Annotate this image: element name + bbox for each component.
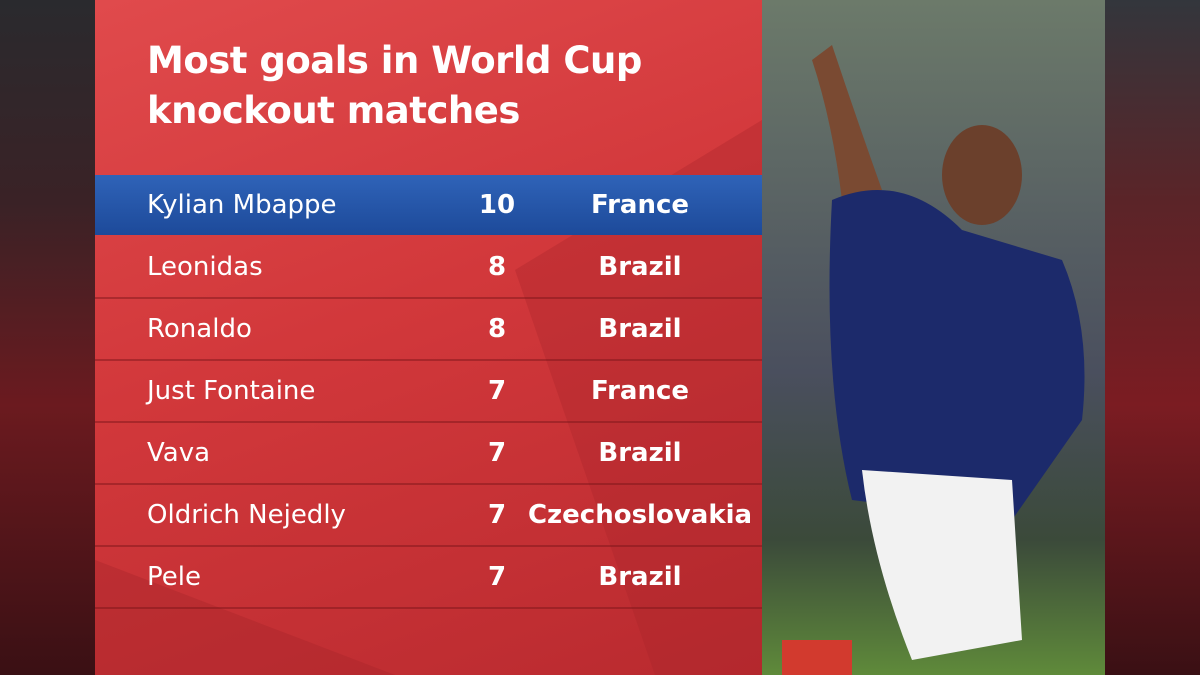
title: Most goals in World Cup knockout matches <box>147 39 642 132</box>
table-row: Ronaldo 8 Brazil <box>95 299 762 361</box>
player-name: Leonidas <box>147 252 263 282</box>
goals: 8 <box>487 252 507 282</box>
stats-panel: Most goals in World Cup knockout matches… <box>95 0 762 675</box>
player-photo <box>762 0 1105 675</box>
country: Brazil <box>598 562 682 592</box>
country: France <box>590 376 690 406</box>
player-name: Pele <box>147 562 201 592</box>
table-row: Leonidas 8 Brazil <box>95 237 762 299</box>
panel-pattern <box>95 120 762 675</box>
player-name: Oldrich Nejedly <box>147 500 346 530</box>
photo-art <box>762 0 1105 675</box>
goals: 8 <box>487 314 507 344</box>
table-row: Kylian Mbappe 10 France <box>95 175 762 235</box>
player-name: Vava <box>147 438 211 468</box>
goals: 7 <box>487 376 507 406</box>
country: France <box>590 190 690 220</box>
country: Brazil <box>598 252 682 282</box>
goals: 7 <box>487 562 507 592</box>
player-name: Just Fontaine <box>147 376 316 406</box>
goals: 7 <box>487 500 507 530</box>
table-row: Vava 7 Brazil <box>95 423 762 485</box>
player-name: Ronaldo <box>147 314 252 344</box>
goals: 7 <box>487 438 507 468</box>
table-row: Oldrich Nejedly 7 Czechoslovakia <box>95 485 762 547</box>
country: Czechoslovakia <box>527 500 753 530</box>
goals: 10 <box>478 190 516 220</box>
stadium-left <box>0 0 95 675</box>
stadium-right <box>1105 0 1200 675</box>
country: Brazil <box>598 438 682 468</box>
table-row: Just Fontaine 7 France <box>95 361 762 423</box>
player-name: Kylian Mbappe <box>147 190 337 220</box>
table-row: Pele 7 Brazil <box>95 547 762 609</box>
country: Brazil <box>598 314 682 344</box>
